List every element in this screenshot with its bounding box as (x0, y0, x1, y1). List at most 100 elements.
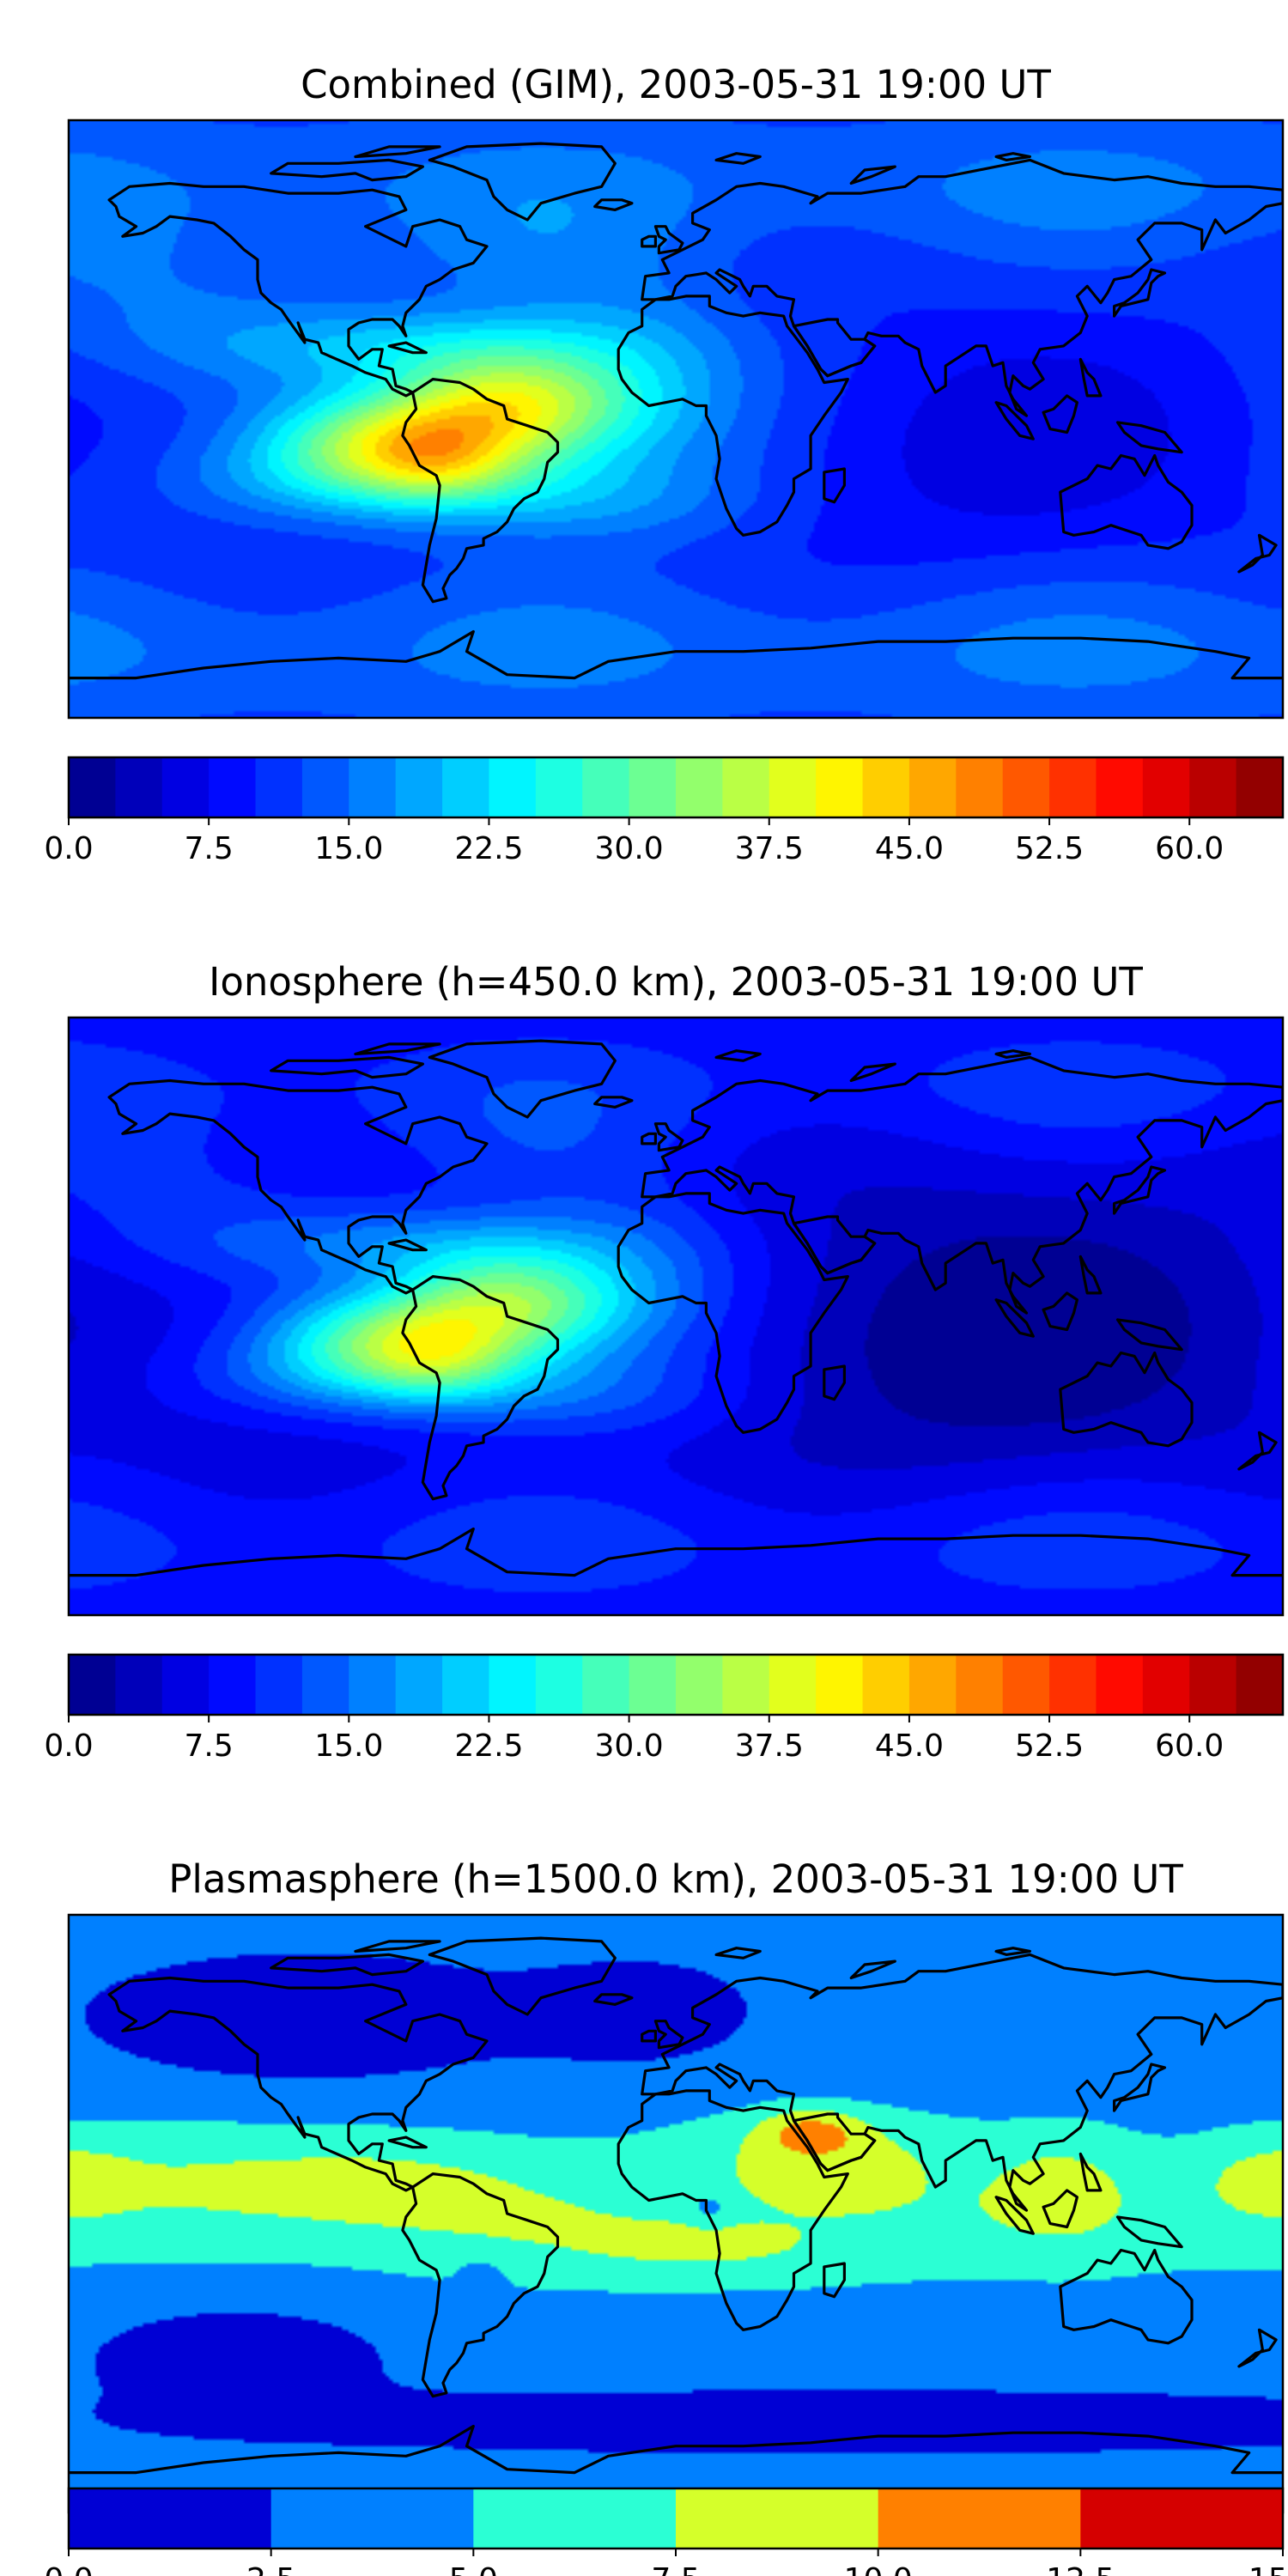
coastline-madagascar (823, 1364, 846, 1401)
map-frame (67, 118, 1285, 720)
colorbar-tick-label: 52.5 (1015, 1728, 1084, 1764)
colorbar-tick-label: 52.5 (1015, 831, 1084, 866)
panel-title: Combined (GIM), 2003-05-31 19:00 UT (301, 62, 1051, 107)
colorbar: 0.0 7.5 15.0 22.5 30.0 37.5 45.0 52.5 60.0 (44, 756, 1285, 866)
colorbar-segment (722, 1655, 770, 1715)
coastline-ireland (641, 2029, 657, 2043)
coastline-newguinea (1115, 421, 1183, 454)
colorbar-segment (489, 1655, 537, 1715)
coastline-newzealand (1237, 533, 1278, 574)
coastline-iceland (593, 198, 634, 211)
colorbar-tick-label: 0.0 (44, 831, 93, 866)
coastline-africa (617, 2089, 849, 2331)
colorbar-segment (270, 2488, 474, 2549)
colorbar-tick-label: 45.0 (875, 1728, 944, 1764)
coastline-eurasia (641, 1055, 1283, 1315)
colorbar-segment (956, 1655, 1004, 1715)
colorbar-segment (209, 757, 257, 817)
coastline-arctic2 (354, 1042, 441, 1056)
panel-2: Ionosphere (h=450.0 km), 2003-05-31 19:0… (44, 959, 1285, 1764)
coastline-ireland (641, 234, 657, 248)
colorbar-tick-label: 7.5 (185, 831, 234, 866)
colorbar-segment (1002, 1655, 1050, 1715)
colorbar: 0.0 2.5 5.0 7.5 10.0 12.5 15.0 (44, 2487, 1288, 2576)
colorbar-segment (582, 1655, 630, 1715)
colorbar-segment (769, 1655, 817, 1715)
coastline-arabia (792, 1215, 877, 1275)
coastline-arctic1 (270, 1055, 424, 1079)
colorbar-tick-label: 15.0 (314, 831, 383, 866)
coastline-greenland (428, 142, 617, 222)
colorbar-tick-label: 15.0 (1249, 2562, 1288, 2576)
colorbar-tick-label: 7.5 (651, 2562, 700, 2576)
coastline-northAmerica (107, 1976, 489, 2192)
colorbar-segment (69, 757, 116, 817)
colorbar-segment (395, 1655, 443, 1715)
colorbar-segment (349, 757, 397, 817)
coastline-southAmerica (401, 1275, 560, 1501)
colorbar-tick-label: 60.0 (1155, 1728, 1224, 1764)
colorbar-segment (69, 1655, 116, 1715)
coastline-japan (1113, 2063, 1167, 2112)
colorbar-tick-label: 12.5 (1046, 2562, 1115, 2576)
coastline-borneo (1042, 2189, 1078, 2229)
colorbar-segment (1236, 757, 1284, 817)
colorbar-segment (1189, 1655, 1237, 1715)
colorbar-segment (161, 1655, 210, 1715)
colorbar-segment (209, 1655, 257, 1715)
coastline-severnaya (994, 1049, 1031, 1059)
colorbar-segment (161, 757, 210, 817)
colorbar-tick-label: 0.0 (44, 1728, 93, 1764)
colorbar-segment (816, 1655, 864, 1715)
colorbar-tick-label: 37.5 (735, 1728, 804, 1764)
colorbar-segment (255, 757, 303, 817)
colorbar-segment (115, 757, 163, 817)
coastline-svalbard (714, 152, 762, 165)
colorbar-segment (629, 757, 677, 817)
colorbar-segment (442, 1655, 490, 1715)
colorbar-segment (676, 2488, 879, 2549)
colorbar-segment (473, 2488, 677, 2549)
colorbar-segment (442, 757, 490, 817)
coastline-philippines (1078, 1255, 1103, 1295)
coastlines (69, 1936, 1283, 2475)
coastline-novaya (849, 165, 896, 185)
colorbar-tick-label: 15.0 (314, 1728, 383, 1764)
coastline-greenland (428, 1936, 617, 2016)
colorbar-frame (67, 1653, 1285, 1716)
coastline-antarctica (69, 2424, 1283, 2475)
panel-3: Plasmasphere (h=1500.0 km), 2003-05-31 1… (44, 1856, 1288, 2576)
colorbar-segment (489, 757, 537, 817)
colorbar-segment (301, 1655, 349, 1715)
coastlines (69, 142, 1283, 680)
colorbar: 0.0 7.5 15.0 22.5 30.0 37.5 45.0 52.5 60.0 (44, 1653, 1285, 1764)
colorbar-tick-label: 5.0 (449, 2562, 498, 2576)
colorbar-segment (676, 1655, 723, 1715)
coastline-novaya (849, 1062, 896, 1083)
colorbar-segment (1049, 757, 1097, 817)
coastline-arctic2 (354, 145, 441, 159)
colorbar-segment (862, 757, 910, 817)
coastline-australia (1059, 453, 1194, 550)
coastline-iceland (593, 1096, 634, 1109)
colorbar-tick-label: 45.0 (875, 831, 944, 866)
coastline-arctic1 (270, 158, 424, 182)
coastline-madagascar (823, 2262, 846, 2299)
colorbar-segment (956, 757, 1004, 817)
coastline-sumatra (994, 401, 1035, 440)
coastline-severnaya (994, 152, 1031, 161)
colorbar-segment (769, 757, 817, 817)
contour-field (69, 1018, 1283, 1615)
coastline-southAmerica (401, 378, 560, 604)
coastline-northAmerica (107, 1078, 489, 1295)
coastline-antarctica (69, 629, 1283, 680)
coastline-africa (617, 1192, 849, 1434)
colorbar-segment (1002, 757, 1050, 817)
map-frame (67, 1016, 1285, 1617)
coastline-madagascar (823, 467, 846, 504)
contour-field (69, 1915, 1283, 2512)
coastline-antarctica (69, 1527, 1283, 1577)
coastline-japan (1113, 268, 1167, 318)
colorbar-segment (1142, 1655, 1190, 1715)
colorbar-segment (395, 757, 443, 817)
